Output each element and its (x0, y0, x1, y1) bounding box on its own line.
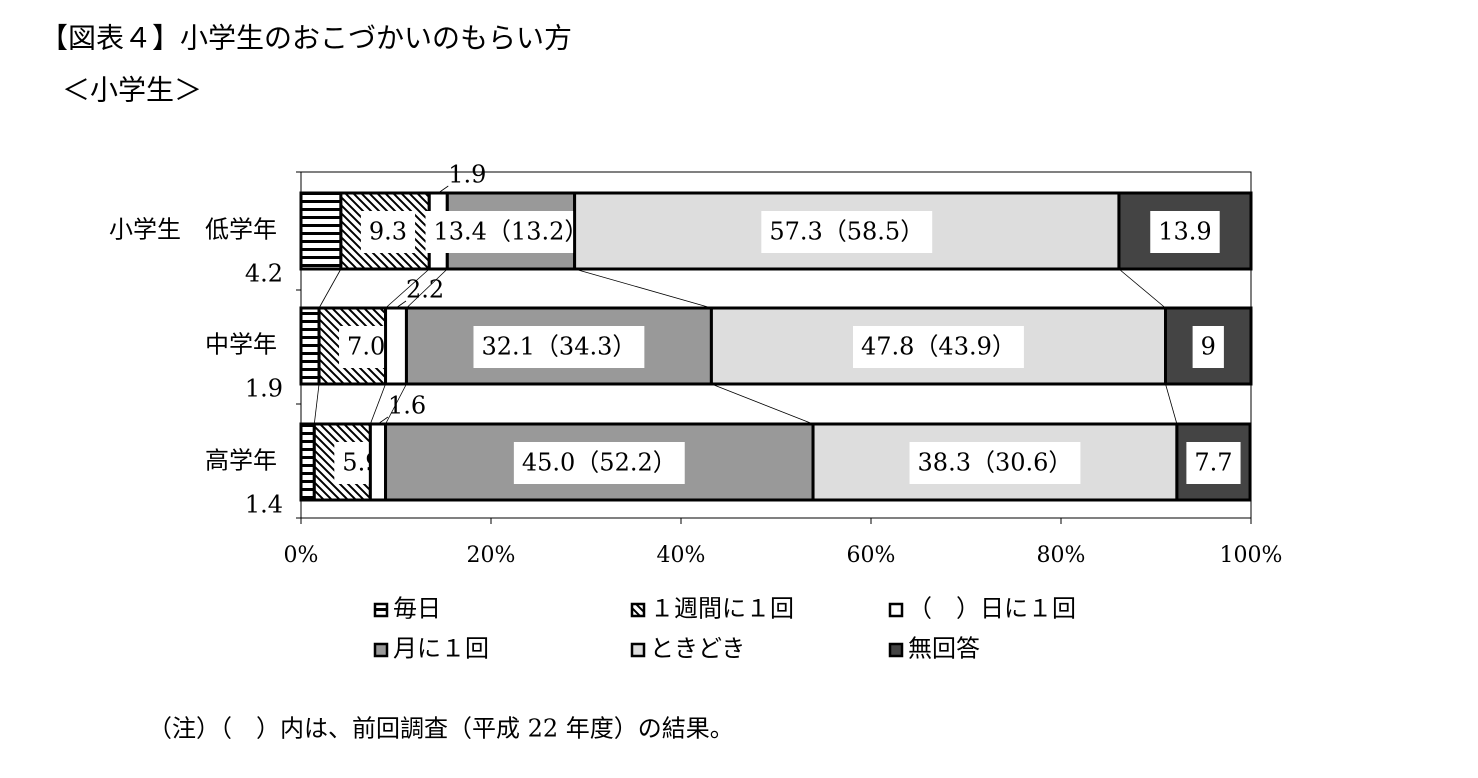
value-label-group: 45.0（52.2） (513, 442, 685, 484)
value-label-box (909, 442, 1081, 484)
value-label: 7.0 (347, 333, 385, 361)
x-tick-label: 0% (284, 543, 319, 568)
leader-line (395, 300, 407, 309)
x-tick-label: 100% (1220, 543, 1283, 568)
value-label-group: 38.3（30.6） (909, 442, 1081, 484)
value-label: 1.9 (448, 161, 486, 189)
value-label: 32.1（34.3） (481, 333, 636, 361)
bar-segment (368, 422, 388, 502)
value-label-box (513, 442, 685, 484)
bar-segment (384, 306, 408, 386)
chart-title: 【図表４】小学生のおこづかいのもらい方 (40, 22, 572, 55)
bar-segment (299, 422, 316, 502)
value-label-group: 13.9 (1150, 211, 1220, 253)
legend-swatch (888, 602, 904, 618)
category-label: 高学年 (205, 447, 277, 475)
value-label: 9 (1201, 333, 1216, 361)
legend-label: 無回答 (908, 635, 980, 663)
value-label: 13.4（13.2） (434, 218, 589, 246)
value-label-box (360, 211, 416, 253)
bar-segment (299, 191, 343, 271)
value-label-box (853, 326, 1024, 368)
x-tick-label: 80% (1037, 543, 1086, 568)
legend-swatch (373, 602, 389, 618)
leader-line (377, 416, 389, 425)
value-label-box (1186, 442, 1241, 484)
value-label: 1.4 (245, 491, 283, 519)
value-label: 7.7 (1194, 449, 1232, 477)
series-line (1118, 268, 1166, 309)
value-label-box (761, 211, 933, 253)
value-label-box (473, 326, 645, 368)
value-label-box (425, 211, 597, 253)
legend-label: （ ）日に１回 (908, 595, 1076, 623)
value-label: 9.3 (369, 218, 407, 246)
series-line (385, 268, 430, 309)
legend-swatch (888, 642, 904, 658)
bar-segment (299, 306, 321, 386)
value-label: 38.3（30.6） (918, 449, 1073, 477)
value-label: 57.3（58.5） (769, 218, 924, 246)
value-label: 45.0（52.2） (522, 449, 677, 477)
series-line (711, 383, 814, 425)
legend-swatch (373, 642, 389, 658)
value-label-box (1192, 326, 1224, 368)
category-label: 小学生 低学年 (109, 216, 277, 244)
value-label: 2.2 (406, 276, 444, 304)
series-line (574, 268, 712, 309)
value-label-group: 47.8（43.9） (853, 326, 1024, 368)
series-line (1165, 383, 1178, 425)
x-tick-label: 20% (467, 543, 516, 568)
series-line (406, 268, 448, 309)
value-label: 1.9 (245, 375, 283, 403)
legend-swatch (630, 642, 646, 658)
value-label: 47.8（43.9） (861, 333, 1016, 361)
series-line (318, 268, 342, 309)
value-label-group: 13.4（13.2） (425, 211, 597, 253)
legend-swatch (630, 602, 646, 618)
category-label: 中学年 (205, 331, 277, 359)
chart-subtitle: ＜小学生＞ (62, 74, 202, 107)
value-label-group: 9.3 (360, 211, 416, 253)
note: （注）（ ）内は、前回調査（平成 22 年度）の結果。 (148, 715, 734, 743)
legend-label: 毎日 (393, 595, 441, 623)
value-label-box (1150, 211, 1220, 253)
series-line (313, 383, 320, 425)
x-tick-label: 60% (847, 543, 896, 568)
leader-line (438, 185, 449, 194)
value-label: 13.9 (1158, 218, 1211, 246)
value-label-group: 32.1（34.3） (473, 326, 645, 368)
value-label-group: 7.7 (1186, 442, 1241, 484)
series-line (369, 383, 386, 425)
value-label: 4.2 (245, 260, 283, 288)
series-line (385, 383, 407, 425)
legend-label: 月に１回 (393, 635, 489, 663)
legend-label: １週間に１回 (650, 595, 794, 623)
value-label: 1.6 (388, 392, 426, 420)
legend-label: ときどき (650, 635, 745, 663)
x-tick-label: 40% (657, 543, 706, 568)
value-label-group: 57.3（58.5） (761, 211, 933, 253)
value-label-group: 9 (1192, 326, 1224, 368)
